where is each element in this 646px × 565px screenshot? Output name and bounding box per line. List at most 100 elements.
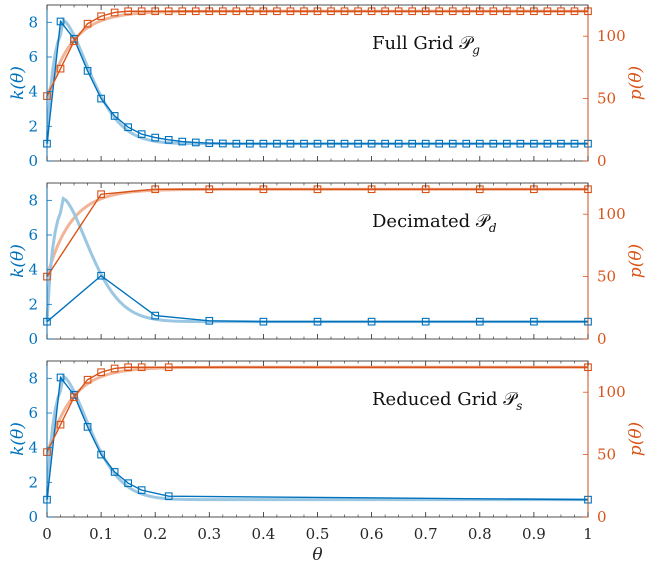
p-marker	[354, 7, 362, 16]
left-y-tick-label: 0	[28, 330, 38, 348]
k-marker	[408, 139, 417, 148]
k-marker	[394, 139, 403, 148]
p-series	[43, 7, 592, 100]
p-marker	[164, 363, 173, 372]
k-marker	[83, 67, 92, 75]
left-y-tick-label: 8	[28, 191, 38, 209]
x-tick-label: 0.3	[197, 525, 221, 543]
x-tick-label: 0.7	[414, 525, 438, 543]
k-marker	[421, 317, 430, 326]
left-y-tick-label: 6	[28, 226, 38, 244]
panel-3: 0 2 4 6 8 0 50 100 k(θ) p(θ) Reduced Grid 𝒫s 0 0.1 0.…	[8, 360, 646, 565]
p-reference-curve	[45, 187, 588, 278]
p-marker	[489, 7, 498, 16]
k-marker	[232, 139, 241, 148]
p-marker	[56, 420, 65, 429]
p-marker	[218, 7, 227, 16]
k-marker	[259, 317, 268, 326]
p-marker	[327, 7, 335, 16]
panel-annotation-subscript: s	[516, 399, 522, 413]
right-y-tick-label: 0	[597, 330, 607, 348]
k-marker	[475, 139, 484, 148]
p-marker	[124, 363, 132, 372]
x-tick-label: 0.6	[360, 525, 384, 543]
p-series-line	[46, 366, 588, 453]
k-series-line	[46, 274, 588, 323]
p-marker	[110, 364, 119, 373]
p-marker	[70, 393, 78, 402]
p-marker	[232, 7, 241, 16]
k-marker	[56, 17, 65, 26]
p-marker	[83, 19, 92, 28]
p-marker	[124, 7, 132, 16]
k-marker	[340, 139, 349, 148]
right-y-tick-label: 0	[597, 508, 607, 526]
left-y-tick-label: 4	[28, 439, 38, 457]
p-marker	[97, 12, 105, 21]
p-marker	[164, 7, 173, 16]
k-reference-curve	[45, 18, 588, 146]
k-marker	[205, 316, 214, 325]
k-marker	[367, 139, 376, 148]
p-marker	[191, 7, 200, 16]
axes-box	[46, 182, 589, 340]
k-marker	[124, 479, 132, 488]
p-marker	[435, 7, 444, 16]
p-marker	[381, 7, 389, 16]
x-tick-label: 0.5	[306, 525, 330, 543]
p-series-line	[46, 188, 588, 277]
k-marker	[543, 139, 552, 148]
p-marker	[570, 7, 579, 16]
x-tick-label: 1	[583, 525, 593, 543]
k-marker	[110, 468, 119, 476]
p-marker	[273, 7, 281, 16]
p-marker	[408, 7, 417, 16]
k-marker	[164, 136, 173, 144]
p-marker	[137, 363, 146, 372]
k-marker	[151, 133, 160, 142]
k-marker	[110, 112, 119, 120]
k-marker	[475, 317, 484, 326]
left-y-tick-label: 2	[28, 117, 38, 135]
x-tick-label: 0.1	[89, 525, 113, 543]
k-marker	[286, 139, 295, 148]
k-marker	[530, 139, 538, 148]
k-marker	[124, 123, 132, 132]
x-axis-label: θ	[312, 545, 322, 565]
k-series	[43, 17, 592, 148]
k-marker	[462, 139, 471, 148]
k-marker	[56, 373, 65, 382]
k-marker	[83, 423, 92, 431]
left-y-tick-label: 2	[28, 473, 38, 491]
k-marker	[218, 139, 227, 148]
right-y-tick-label: 100	[597, 383, 626, 401]
p-marker	[286, 7, 295, 16]
left-y-tick-label: 0	[28, 152, 38, 170]
right-y-tick-label: 50	[597, 446, 616, 464]
right-y-axis-label: p(θ)	[626, 422, 646, 456]
k-marker	[530, 317, 538, 326]
right-y-axis-label: p(θ)	[626, 244, 646, 278]
p-marker	[557, 7, 565, 16]
k-marker	[381, 139, 389, 148]
x-tick-label: 0.2	[143, 525, 167, 543]
k-marker	[164, 492, 173, 501]
k-reference-curve	[45, 196, 588, 324]
k-marker	[502, 139, 511, 148]
k-marker	[259, 139, 268, 148]
left-y-axis-label: k(θ)	[8, 244, 28, 278]
k-marker	[327, 139, 335, 148]
k-marker	[137, 130, 146, 138]
x-tick-label: 0.9	[522, 525, 546, 543]
k-marker	[205, 139, 214, 148]
k-marker	[354, 139, 362, 148]
p-marker	[394, 7, 403, 16]
p-marker	[70, 37, 78, 46]
panel-annotation-subscript: g	[472, 43, 480, 57]
p-marker	[462, 7, 471, 16]
p-marker	[97, 190, 105, 199]
x-tick-label: 0	[42, 525, 52, 543]
left-y-tick-label: 0	[28, 508, 38, 526]
right-y-tick-label: 100	[597, 205, 626, 223]
